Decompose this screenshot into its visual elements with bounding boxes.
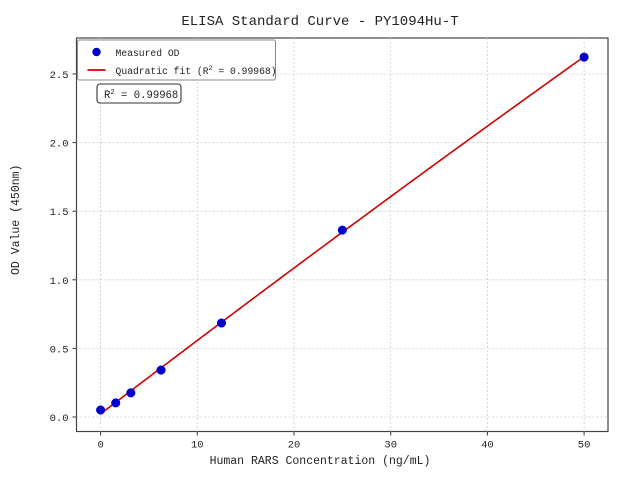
svg-text:Quadratic fit (R2 = 0.99968): Quadratic fit (R2 = 0.99968) (116, 65, 277, 77)
svg-text:40: 40 (481, 440, 494, 452)
svg-text:0.5: 0.5 (50, 344, 69, 356)
svg-text:20: 20 (288, 440, 301, 452)
svg-text:1.0: 1.0 (50, 276, 69, 288)
svg-text:R2 = 0.99968: R2 = 0.99968 (104, 89, 178, 102)
svg-text:0: 0 (97, 440, 103, 452)
svg-text:1.5: 1.5 (50, 207, 69, 219)
svg-text:0.0: 0.0 (50, 413, 69, 425)
svg-text:30: 30 (384, 440, 397, 452)
svg-text:10: 10 (191, 440, 204, 452)
svg-text:Measured OD: Measured OD (116, 48, 180, 59)
svg-text:50: 50 (578, 440, 591, 452)
svg-text:2.5: 2.5 (50, 70, 69, 82)
svg-text:2.0: 2.0 (50, 139, 69, 151)
